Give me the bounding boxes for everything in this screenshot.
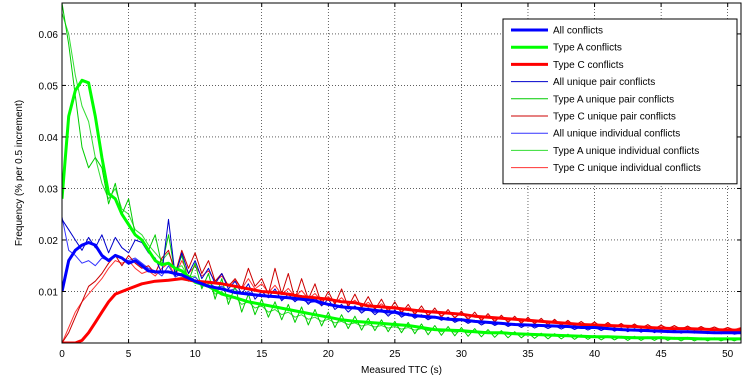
x-tick-label: 30 <box>456 349 468 360</box>
x-tick-label: 15 <box>256 349 268 360</box>
legend-entry-label: All unique individual conflicts <box>553 129 680 140</box>
axis-ticks: 0 5 10 15 20 25 30 35 40 45 50 0.01 0.02 0.03 0.04 0.05… <box>39 3 741 360</box>
y-tick-label: 0.01 <box>39 287 59 298</box>
legend-entry-label: Type C unique pair conflicts <box>553 112 676 123</box>
legend: All conflicts Type A conflicts Type C conf… <box>502 18 738 185</box>
x-tick-label: 45 <box>656 349 668 360</box>
series-line-3 <box>62 218 741 335</box>
legend-entry-label: Type A conflicts <box>553 43 622 54</box>
x-tick-label: 40 <box>589 349 601 360</box>
x-tick-label: 20 <box>323 349 335 360</box>
y-axis-label: Frequency (% per 0.5 increment) <box>14 100 25 246</box>
grid-lines <box>61 3 741 343</box>
y-tick-label: 0.06 <box>39 30 59 41</box>
series-lines <box>62 3 741 343</box>
y-tick-label: 0.04 <box>39 133 59 144</box>
x-tick-label: 50 <box>722 349 734 360</box>
y-tick-label: 0.02 <box>39 236 59 247</box>
series-line-2 <box>62 277 741 343</box>
x-tick-label: 5 <box>126 349 132 360</box>
x-tick-label: 10 <box>190 349 202 360</box>
x-axis-label: Measured TTC (s) <box>361 365 442 376</box>
plot-frame <box>61 2 742 344</box>
x-tick-label: 0 <box>59 349 65 360</box>
series-line-1 <box>62 78 741 341</box>
legend-entry-label: All conflicts <box>553 26 603 37</box>
legend-entry-label: All unique pair conflicts <box>553 77 655 88</box>
legend-entry-label: Type A unique individual conflicts <box>553 146 699 157</box>
legend-entry-label: Type C conflicts <box>553 60 624 71</box>
legend-entry-label: Type C unique individual conflicts <box>553 163 701 174</box>
y-tick-label: 0.05 <box>39 81 59 92</box>
y-tick-label: 0.03 <box>39 184 59 195</box>
x-tick-label: 25 <box>389 349 401 360</box>
legend-entry-label: Type A unique pair conflicts <box>553 94 674 105</box>
x-tick-label: 35 <box>522 349 534 360</box>
series-line-0 <box>62 241 741 335</box>
